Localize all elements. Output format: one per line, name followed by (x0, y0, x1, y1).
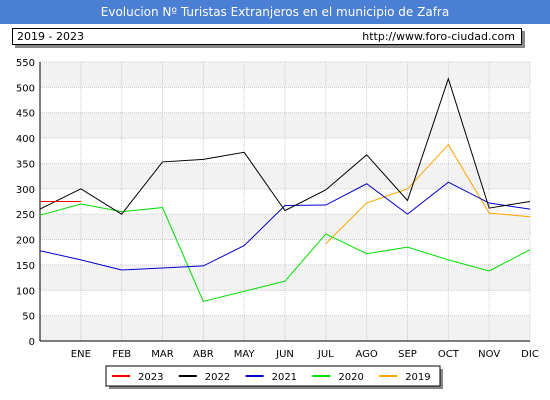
legend-box (105, 365, 441, 387)
series-line-2019 (325, 143, 531, 244)
y-tick-label: 350 (16, 159, 35, 170)
y-tick-label: 300 (16, 185, 35, 196)
series-line-2021 (39, 181, 531, 271)
year-range: 2019 - 2023 (17, 30, 84, 43)
x-tick-label: ENE (71, 349, 91, 360)
y-tick-label: 0 (29, 337, 35, 348)
y-tick-label: 200 (16, 236, 35, 247)
y-tick-label: 400 (16, 134, 35, 145)
legend-label-2022: 2022 (205, 372, 230, 383)
x-tick-label: SEP (398, 349, 417, 360)
series-line-2020 (39, 203, 531, 303)
x-tick-label: MAY (234, 349, 256, 360)
x-tick-label: ABR (193, 349, 214, 360)
legend-label-2023: 2023 (138, 372, 163, 383)
legend-label-2020: 2020 (338, 372, 363, 383)
chart-title: Evolucion Nº Turistas Extranjeros en el … (0, 0, 550, 24)
x-tick-label: OCT (438, 349, 460, 360)
x-tick-label: AGO (356, 349, 378, 360)
legend-label-2019: 2019 (405, 372, 430, 383)
y-tick-label: 100 (16, 286, 35, 297)
x-tick-label: FEB (112, 349, 131, 360)
x-tick-label: NOV (478, 349, 500, 360)
source-url[interactable]: http://www.foro-ciudad.com (362, 30, 515, 43)
legend-label-2021: 2021 (272, 372, 297, 383)
x-tick-label: MAR (151, 349, 173, 360)
x-tick-label: DIC (521, 349, 539, 360)
info-box: 2019 - 2023 http://www.foro-ciudad.com (12, 28, 522, 45)
y-tick-label: 450 (16, 109, 35, 120)
series-line-2022 (39, 77, 531, 215)
y-tick-label: 150 (16, 261, 35, 272)
y-tick-label: 500 (16, 83, 35, 94)
x-tick-label: JUN (275, 349, 294, 360)
y-tick-label: 550 (16, 58, 35, 69)
x-tick-label: JUL (317, 349, 334, 360)
y-tick-label: 250 (16, 210, 35, 221)
y-tick-label: 50 (22, 312, 35, 323)
